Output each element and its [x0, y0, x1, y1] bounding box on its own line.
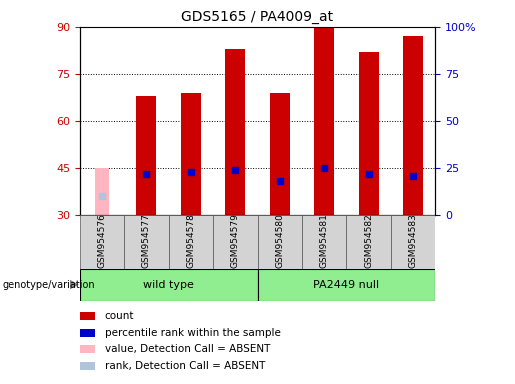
Bar — [80, 329, 95, 337]
Text: GSM954582: GSM954582 — [364, 214, 373, 268]
Bar — [302, 215, 346, 269]
Bar — [181, 93, 201, 215]
Text: GSM954580: GSM954580 — [275, 214, 284, 268]
Text: percentile rank within the sample: percentile rank within the sample — [105, 328, 281, 338]
Text: rank, Detection Call = ABSENT: rank, Detection Call = ABSENT — [105, 361, 265, 371]
Bar — [314, 27, 334, 215]
Text: GSM954577: GSM954577 — [142, 214, 151, 268]
Text: GSM954579: GSM954579 — [231, 214, 240, 268]
Bar — [391, 215, 435, 269]
Bar — [169, 215, 213, 269]
Bar — [124, 215, 169, 269]
Text: GSM954581: GSM954581 — [320, 214, 329, 268]
Bar — [258, 269, 435, 301]
Text: GSM954576: GSM954576 — [97, 214, 107, 268]
Text: GSM954578: GSM954578 — [186, 214, 195, 268]
Bar — [213, 215, 258, 269]
Bar — [270, 93, 290, 215]
Polygon shape — [70, 280, 79, 290]
Text: GSM954583: GSM954583 — [408, 214, 418, 268]
Text: PA2449 null: PA2449 null — [313, 280, 380, 290]
Bar — [358, 52, 379, 215]
Bar — [80, 312, 95, 320]
Text: wild type: wild type — [143, 280, 194, 290]
Bar — [95, 168, 109, 215]
Text: value, Detection Call = ABSENT: value, Detection Call = ABSENT — [105, 344, 270, 354]
Bar — [136, 96, 157, 215]
Text: genotype/variation: genotype/variation — [3, 280, 95, 290]
Bar — [80, 362, 95, 369]
Bar — [258, 215, 302, 269]
Text: count: count — [105, 311, 134, 321]
Title: GDS5165 / PA4009_at: GDS5165 / PA4009_at — [181, 10, 334, 25]
Bar — [403, 36, 423, 215]
Bar — [80, 269, 258, 301]
Bar — [80, 215, 124, 269]
Bar — [225, 49, 245, 215]
Bar — [80, 345, 95, 353]
Bar — [346, 215, 391, 269]
